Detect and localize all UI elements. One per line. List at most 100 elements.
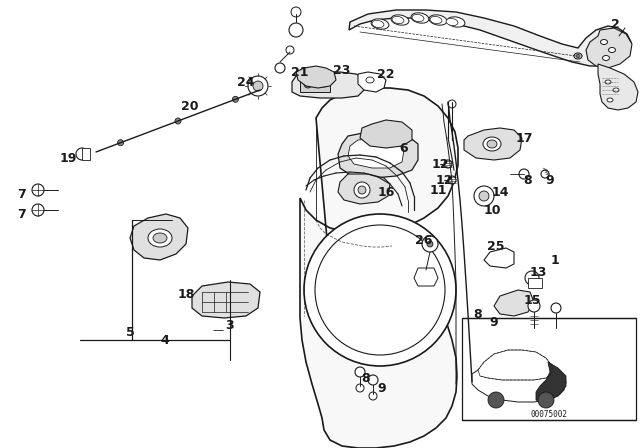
Text: 3: 3 (226, 319, 234, 332)
Ellipse shape (607, 98, 613, 102)
Ellipse shape (446, 18, 458, 26)
Text: 23: 23 (333, 64, 351, 77)
Polygon shape (360, 120, 412, 148)
Circle shape (289, 23, 303, 37)
Polygon shape (494, 290, 534, 316)
Ellipse shape (412, 14, 424, 22)
Text: 8: 8 (524, 173, 532, 186)
Ellipse shape (153, 233, 167, 243)
Text: 18: 18 (177, 288, 195, 301)
Circle shape (552, 326, 560, 334)
Text: 8: 8 (474, 307, 483, 320)
Text: 9: 9 (490, 315, 499, 328)
Text: 19: 19 (60, 151, 77, 164)
Ellipse shape (600, 39, 607, 44)
Polygon shape (472, 358, 566, 402)
Text: 26: 26 (415, 233, 433, 246)
Circle shape (444, 160, 452, 168)
Ellipse shape (430, 17, 442, 24)
Text: 13: 13 (529, 266, 547, 279)
Polygon shape (348, 138, 404, 168)
Polygon shape (484, 248, 514, 268)
Text: 20: 20 (181, 99, 199, 112)
Circle shape (422, 236, 438, 252)
Text: 9: 9 (546, 173, 554, 186)
Ellipse shape (411, 13, 429, 23)
Circle shape (355, 367, 365, 377)
Polygon shape (349, 10, 631, 66)
Ellipse shape (605, 80, 611, 84)
Text: 22: 22 (377, 68, 395, 81)
Bar (300, 76, 330, 92)
Text: 12: 12 (431, 158, 449, 171)
Polygon shape (130, 214, 188, 260)
Bar (462, 318, 636, 420)
Ellipse shape (576, 55, 580, 57)
Circle shape (488, 392, 504, 408)
Circle shape (232, 96, 239, 102)
Circle shape (528, 300, 540, 312)
Ellipse shape (483, 137, 501, 151)
Text: 17: 17 (515, 132, 532, 145)
Circle shape (315, 225, 445, 355)
Ellipse shape (392, 17, 404, 24)
Circle shape (551, 303, 561, 313)
Circle shape (525, 271, 539, 285)
Text: 5: 5 (125, 326, 134, 339)
Circle shape (304, 214, 456, 366)
Text: —: — (212, 325, 223, 335)
Ellipse shape (613, 88, 619, 92)
Text: 10: 10 (483, 203, 500, 216)
Ellipse shape (487, 140, 497, 148)
Circle shape (321, 81, 327, 87)
Ellipse shape (609, 47, 616, 52)
Circle shape (32, 184, 44, 196)
Circle shape (358, 186, 366, 194)
Text: 6: 6 (400, 142, 408, 155)
Ellipse shape (366, 77, 374, 83)
Polygon shape (536, 362, 566, 402)
Text: 2: 2 (611, 17, 620, 30)
Bar (528, 278, 542, 288)
Circle shape (427, 241, 433, 247)
Text: 00075002: 00075002 (531, 409, 568, 418)
Polygon shape (598, 64, 638, 110)
Polygon shape (338, 174, 390, 204)
Ellipse shape (148, 229, 172, 247)
Text: 15: 15 (524, 293, 541, 306)
Ellipse shape (391, 15, 409, 25)
Polygon shape (414, 268, 438, 286)
Text: 9: 9 (378, 382, 387, 395)
Circle shape (118, 140, 124, 146)
Text: 25: 25 (487, 240, 505, 253)
Ellipse shape (447, 17, 465, 27)
Text: 7: 7 (18, 207, 26, 220)
Circle shape (175, 118, 181, 124)
Circle shape (479, 191, 489, 201)
Polygon shape (296, 66, 336, 88)
Circle shape (275, 63, 285, 73)
Polygon shape (586, 28, 632, 68)
Circle shape (286, 46, 294, 54)
Text: 16: 16 (378, 185, 395, 198)
Polygon shape (478, 350, 552, 380)
Text: 4: 4 (161, 333, 170, 346)
Circle shape (448, 100, 456, 108)
Circle shape (32, 204, 44, 216)
Circle shape (519, 169, 529, 179)
Circle shape (291, 7, 301, 17)
Polygon shape (338, 132, 418, 178)
Text: 12: 12 (435, 173, 452, 186)
Circle shape (76, 148, 88, 160)
Text: 1: 1 (550, 254, 559, 267)
Bar (82, 148, 90, 160)
Polygon shape (464, 128, 522, 160)
Circle shape (448, 176, 456, 184)
Text: 14: 14 (492, 185, 509, 198)
Circle shape (538, 392, 554, 408)
Ellipse shape (429, 15, 447, 25)
Ellipse shape (372, 21, 384, 28)
Text: 8: 8 (362, 371, 371, 384)
Circle shape (369, 392, 377, 400)
Circle shape (248, 76, 268, 96)
